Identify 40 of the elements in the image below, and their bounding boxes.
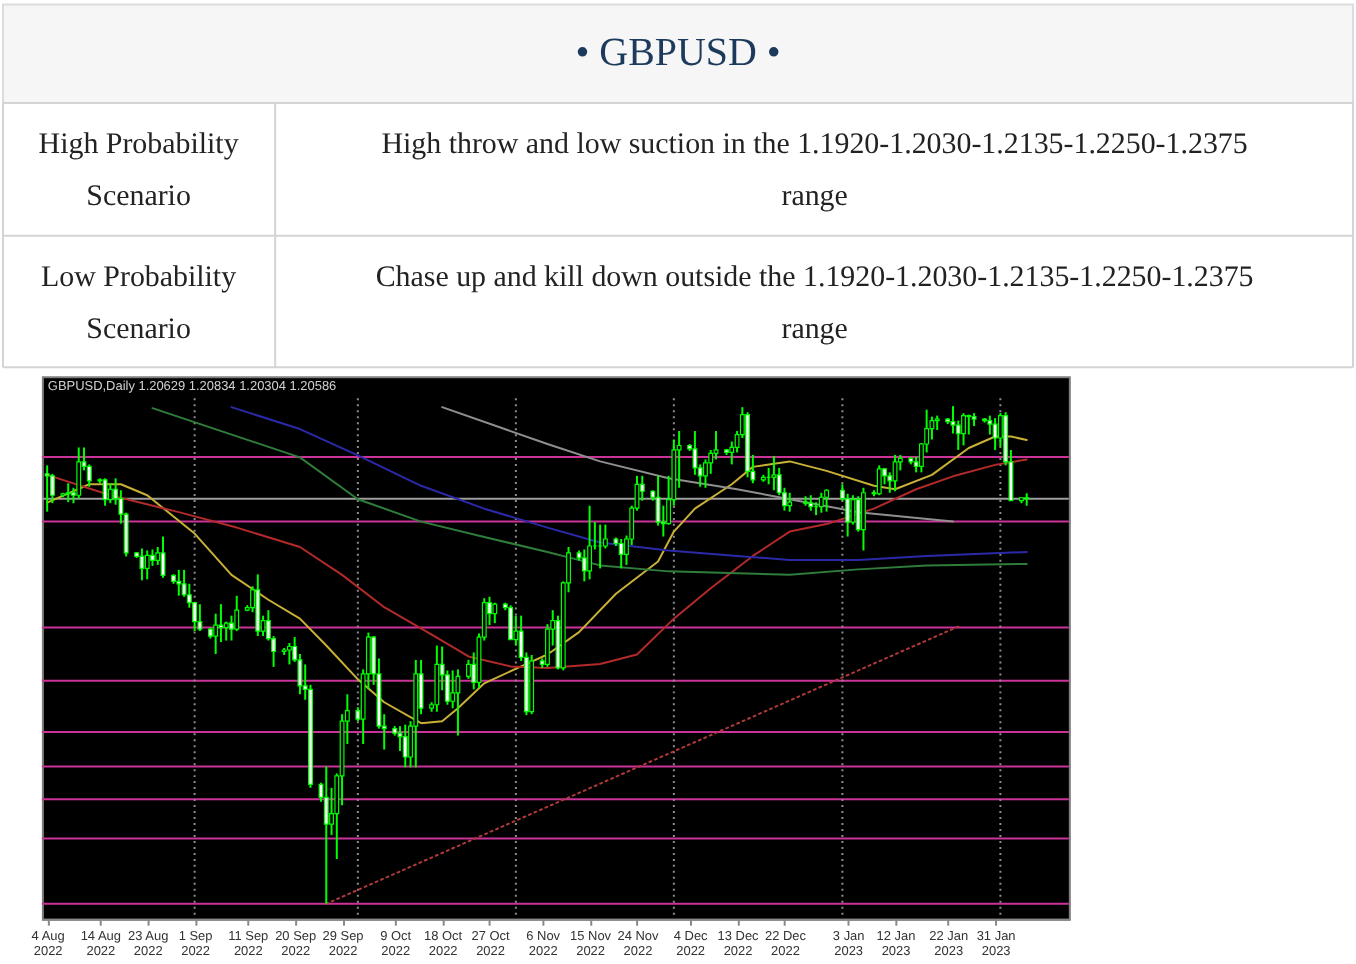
candlestick [818, 491, 824, 514]
candlestick [234, 594, 240, 633]
candlestick [466, 658, 471, 680]
candlestick [703, 458, 708, 489]
candlestick [44, 464, 50, 513]
candlestick [787, 491, 793, 513]
candlestick [107, 482, 113, 505]
candlestick [876, 464, 882, 497]
candlestick [49, 472, 55, 505]
candlestick [508, 604, 514, 641]
text: High throw and low suction in the 1.1920-1.2030-1.2135-1.2250-1.2375 range [381, 129, 1248, 214]
text: Chase up and kill down outside the 1.1920-1.2030-1.2135-1.2250-1.2375 range [375, 262, 1254, 346]
candlestick [587, 504, 593, 581]
candlestick [824, 488, 830, 513]
candlestick [434, 644, 440, 713]
text: High Probability Scenario [38, 129, 240, 214]
candlestick [492, 601, 498, 625]
candlestick [402, 723, 408, 769]
candlestick [323, 765, 329, 905]
text: Low Probability Scenario [41, 262, 238, 346]
candlestick [76, 446, 82, 500]
candlestick [255, 573, 261, 638]
candlestick [618, 538, 624, 570]
candlestick [144, 549, 150, 581]
candlestick [992, 417, 998, 451]
candlestick [139, 547, 145, 582]
candlestick [65, 482, 71, 504]
candlestick [861, 486, 866, 552]
candlestick [892, 453, 898, 493]
candlestick [961, 412, 966, 447]
candlestick [102, 477, 108, 507]
candlestick [286, 642, 292, 666]
candlestick [771, 454, 777, 492]
text: • GBPUSD • [575, 31, 781, 76]
candlestick [455, 668, 461, 737]
candlestick [213, 612, 219, 655]
candlestick [197, 603, 203, 633]
candlestick [845, 492, 851, 538]
candlestick [581, 548, 587, 583]
candlestick [229, 614, 234, 642]
